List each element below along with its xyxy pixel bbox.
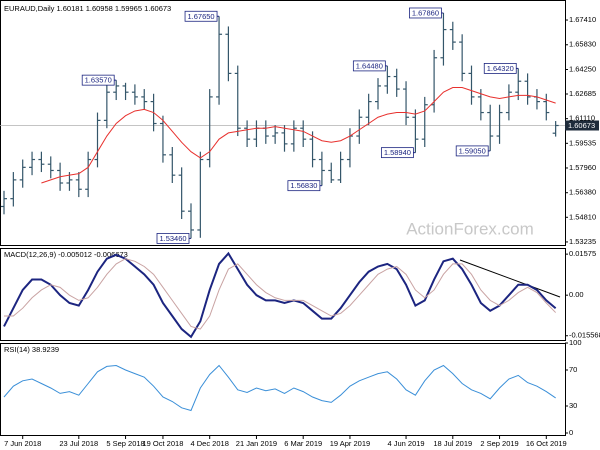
x-tick-label: 6 Mar 2019 (284, 439, 322, 448)
annotation-label: 1.56830 (290, 181, 317, 190)
annotation-box (184, 10, 218, 22)
rsi-title: RSI(14) 38.9239 (4, 345, 59, 354)
x-tick-label: 19 Apr 2019 (330, 439, 370, 448)
y-tick-label: 1.57960 (569, 163, 596, 172)
annotation-label: 1.63570 (85, 76, 112, 85)
y-tick-label: 100 (569, 338, 582, 347)
y-tick-label: 1.54810 (569, 212, 596, 221)
annotation-box (483, 63, 517, 74)
x-tick-label: 23 Jul 2018 (59, 439, 98, 448)
y-tick-label: 1.64250 (569, 64, 596, 73)
macd-panel (0, 248, 566, 341)
macd-trendline (459, 259, 561, 298)
annotation-box (81, 74, 115, 86)
annotation-label: 1.53460 (159, 234, 186, 243)
annotation-label: 1.59050 (459, 146, 486, 155)
price-title: EURAUD,Daily 1.60181 1.60958 1.59965 1.6… (4, 4, 171, 13)
y-tick-label: 0 (569, 428, 573, 437)
y-tick-label: 70 (569, 365, 577, 374)
x-tick-label: 5 Sep 2018 (106, 439, 144, 448)
annotation-box (409, 7, 442, 19)
indicator-line (3, 251, 557, 339)
y-tick-label: -0.015568 (569, 331, 600, 340)
moving-average (41, 87, 556, 184)
x-tick-label: 4 Jun 2019 (387, 439, 424, 448)
x-tick-label: 18 Jul 2019 (433, 439, 472, 448)
annotation-box (455, 145, 489, 157)
annotation-label: 1.58940 (384, 148, 411, 157)
x-tick-label: 4 Dec 2018 (191, 439, 229, 448)
y-tick-label: 1.62685 (569, 89, 596, 98)
annotation-box (380, 147, 414, 159)
y-tick-label: 0.01575 (569, 249, 596, 258)
rsi-panel (0, 343, 566, 436)
y-tick-label: 1.61110 (569, 114, 595, 123)
indicator-line (3, 364, 556, 412)
y-tick-label: 1.65830 (569, 40, 596, 49)
x-tick-label: 7 Jun 2018 (4, 439, 41, 448)
y-tick-label: 1.53235 (569, 237, 596, 246)
y-tick-label: 1.59535 (569, 138, 596, 147)
annotation-box (287, 180, 321, 192)
y-tick-label: 0.00 (569, 290, 584, 299)
macd-title: MACD(12,26,9) -0.005012 -0.006673 (4, 250, 128, 259)
x-tick-label: 2 Sep 2019 (480, 439, 518, 448)
annotation-label: 1.67860 (412, 8, 439, 17)
y-tick-label: 1.56380 (569, 188, 596, 197)
x-tick-label: 19 Oct 2018 (143, 439, 184, 448)
annotation-label: 1.64320 (487, 64, 514, 73)
watermark: ActionForex.com (406, 219, 534, 238)
annotation-label: 1.67650 (187, 12, 214, 21)
annotation-box (156, 233, 190, 244)
x-tick-label: 16 Oct 2019 (526, 439, 567, 448)
annotation-box (352, 60, 386, 72)
y-tick-label: 1.67410 (569, 15, 596, 24)
price-label-box (565, 120, 599, 131)
indicator-line (4, 258, 557, 330)
y-tick-label: 30 (569, 401, 577, 410)
price-label: 1.60673 (568, 121, 595, 130)
x-tick-label: 21 Jan 2019 (236, 439, 277, 448)
annotation-label: 1.64480 (356, 61, 383, 70)
